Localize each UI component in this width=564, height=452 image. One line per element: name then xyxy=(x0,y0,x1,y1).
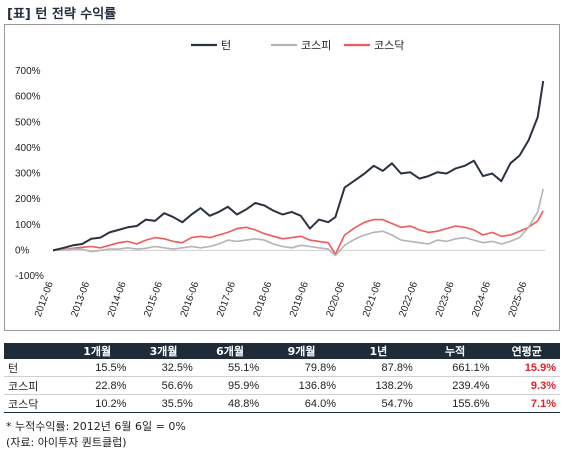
table-header-cell: 3개월 xyxy=(130,343,197,359)
performance-table: 1개월 3개월 6개월 9개월 1년 누적 연평균 턴 15.5% 32.5% … xyxy=(4,343,560,413)
table-cell: 54.7% xyxy=(339,394,417,413)
footnote: * 누적수익률: 2012년 6월 6일 = 0% xyxy=(6,420,186,433)
table-cell: 95.9% xyxy=(196,376,264,395)
y-tick-label: -100% xyxy=(15,271,44,282)
x-tick-label: 2020-06 xyxy=(324,280,347,319)
table-cell: 22.8% xyxy=(64,376,131,395)
annual-return-cell: 15.9% xyxy=(493,359,560,377)
table-cell: 64.0% xyxy=(263,394,340,413)
y-tick-label: 0% xyxy=(15,245,30,256)
x-tick-label: 2023-06 xyxy=(434,280,457,319)
table-cell: 32.5% xyxy=(130,359,197,377)
table-cell: 15.5% xyxy=(64,359,131,377)
table-cell: 155.6% xyxy=(416,394,494,413)
x-tick-label: 2016-06 xyxy=(179,280,202,319)
y-tick-label: 500% xyxy=(15,117,41,128)
series-line-3 xyxy=(52,210,544,255)
table-cell: 239.4% xyxy=(416,376,494,395)
row-label: 코스피 xyxy=(4,376,64,395)
chart-title: [표] 턴 전략 수익률 xyxy=(7,7,117,22)
series-line-1 xyxy=(52,80,545,252)
x-tick-label: 2024-06 xyxy=(470,280,493,319)
x-tick-label: 2025-06 xyxy=(507,280,530,319)
y-tick-label: 600% xyxy=(15,92,41,103)
y-tick-label: 400% xyxy=(15,143,41,154)
legend-label: 코스피 xyxy=(301,39,331,52)
table-header-cell: 9개월 xyxy=(263,343,340,359)
table-cell: 10.2% xyxy=(64,394,131,413)
row-label: 턴 xyxy=(4,359,64,377)
table-row: 코스닥 10.2% 35.5% 48.8% 64.0% 54.7% 155.6%… xyxy=(4,394,560,413)
x-tick-label: 2019-06 xyxy=(288,280,311,319)
table-header-cell: 누적 xyxy=(416,343,494,359)
chart-frame: 700% 600% 500% 400% 300% 200% 100% 0% -100% 2012-… xyxy=(4,24,560,331)
table-cell: 79.8% xyxy=(263,359,340,377)
table-cell: 87.8% xyxy=(339,359,417,377)
table-header-cell: 6개월 xyxy=(196,343,264,359)
y-tick-label: 200% xyxy=(15,194,41,205)
x-tick-label: 2022-06 xyxy=(397,280,420,319)
x-tick-label: 2021-06 xyxy=(361,280,384,319)
table-cell: 661.1% xyxy=(416,359,494,377)
table-header-cell xyxy=(4,343,64,359)
table-cell: 56.6% xyxy=(130,376,197,395)
x-tick-label: 2018-06 xyxy=(252,280,275,319)
table-header-row: 1개월 3개월 6개월 9개월 1년 누적 연평균 xyxy=(4,343,560,359)
line-chart: 700% 600% 500% 400% 300% 200% 100% 0% -100%2012-… xyxy=(15,39,545,319)
series-line-2 xyxy=(52,188,544,257)
x-tick-label: 2012-06 xyxy=(33,280,56,319)
annual-return-cell: 7.1% xyxy=(493,394,560,413)
table-row: 코스피 22.8% 56.6% 95.9% 136.8% 138.2% 239.… xyxy=(4,376,560,395)
table-cell: 138.2% xyxy=(339,376,417,395)
x-tick-label: 2014-06 xyxy=(106,280,129,319)
annual-return-cell: 9.3% xyxy=(493,376,560,395)
x-tick-label: 2015-06 xyxy=(142,280,165,319)
x-tick-label: 2017-06 xyxy=(215,280,238,319)
table-cell: 48.8% xyxy=(196,394,264,413)
table-cell: 136.8% xyxy=(263,376,340,395)
x-tick-label: 2013-06 xyxy=(69,280,92,319)
y-tick-label: 300% xyxy=(15,169,41,180)
y-tick-label: 100% xyxy=(15,220,41,231)
row-label: 코스닥 xyxy=(4,394,64,413)
table-header-cell: 연평균 xyxy=(493,343,560,359)
table-header-cell: 1년 xyxy=(339,343,417,359)
table-cell: 55.1% xyxy=(196,359,264,377)
table-cell: 35.5% xyxy=(130,394,197,413)
table-header-cell: 1개월 xyxy=(64,343,131,359)
legend-label: 코스닥 xyxy=(374,39,404,52)
y-tick-label: 700% xyxy=(15,66,41,77)
source-note: (자료: 아이투자 퀀트클럽) xyxy=(6,436,127,449)
legend-label: 턴 xyxy=(221,39,231,52)
table-row: 턴 15.5% 32.5% 55.1% 79.8% 87.8% 661.1% 1… xyxy=(4,359,560,377)
